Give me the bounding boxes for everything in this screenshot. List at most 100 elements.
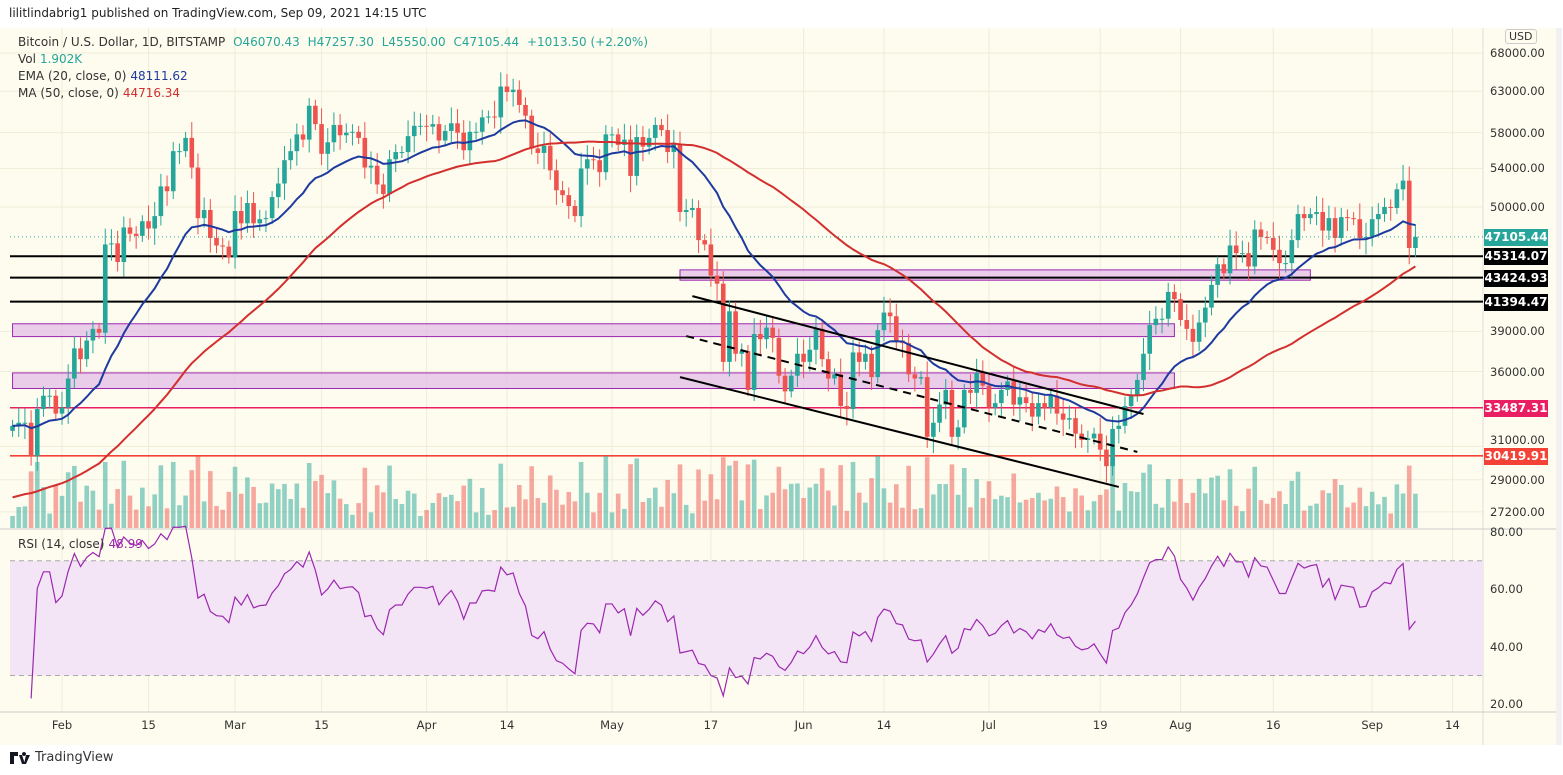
candle-up xyxy=(751,334,757,390)
tradingview-logo[interactable]: TradingView xyxy=(10,750,114,765)
price-tick-label: 31000.00 xyxy=(1490,432,1545,447)
volume-bar xyxy=(1159,507,1165,528)
volume-bar xyxy=(591,512,596,528)
candle-down xyxy=(801,353,806,362)
currency-button[interactable]: USD xyxy=(1505,29,1537,44)
volume-bar xyxy=(65,472,71,528)
candle-up xyxy=(399,152,405,154)
volume-bar xyxy=(282,483,287,528)
candle-down xyxy=(1042,403,1047,408)
candle-up xyxy=(442,130,448,141)
candle-down xyxy=(720,283,726,362)
volume-bar xyxy=(1332,479,1338,528)
trend-line xyxy=(692,295,1144,415)
volume-bar xyxy=(869,478,874,528)
volume-bar xyxy=(628,464,633,528)
volume-bar xyxy=(1252,466,1258,528)
candle-down xyxy=(869,353,874,378)
candle-up xyxy=(1067,418,1072,420)
volume-bar xyxy=(819,468,825,528)
candle-up xyxy=(1135,379,1140,396)
volume-bar xyxy=(1382,496,1387,528)
candle-up xyxy=(343,132,349,136)
support-zone xyxy=(12,323,1175,338)
candle-down xyxy=(560,190,565,196)
volume-bar xyxy=(739,500,745,528)
candle-down xyxy=(319,124,324,154)
change-value: +1013.50 (+2.20%) xyxy=(526,35,649,49)
candle-down xyxy=(1190,328,1196,342)
volume-bar xyxy=(294,483,300,528)
volume-bar xyxy=(300,507,306,528)
volume-bar xyxy=(887,502,893,528)
volume-bar xyxy=(560,504,565,528)
volume-bar xyxy=(690,513,695,528)
candle-up xyxy=(832,374,837,379)
candle-down xyxy=(1320,212,1326,231)
candle-down xyxy=(776,337,782,376)
volume-bar xyxy=(1388,513,1393,528)
volume-bar xyxy=(1079,495,1084,528)
volume-bar xyxy=(1054,486,1060,528)
ema-label: EMA (20, close, 0) xyxy=(18,69,127,83)
volume-bar xyxy=(1190,492,1196,528)
candle-down xyxy=(758,334,763,340)
candle-up xyxy=(1048,395,1054,408)
volume-bar xyxy=(115,489,120,528)
volume-bar xyxy=(751,459,757,528)
candle-down xyxy=(214,237,219,246)
close-value: C47105.44 xyxy=(453,35,520,49)
candle-up xyxy=(350,131,355,133)
candle-down xyxy=(1172,291,1177,300)
level-price-badge: 41394.47 xyxy=(1484,293,1548,311)
candle-up xyxy=(634,137,640,176)
volume-bar xyxy=(881,488,887,528)
candle-up xyxy=(1036,403,1041,417)
last-price-badge: 47105.44 xyxy=(1484,228,1548,246)
rsi-line xyxy=(30,525,1416,699)
candle-up xyxy=(646,137,652,147)
volume-bar xyxy=(1264,503,1270,528)
volume-bar xyxy=(615,493,621,528)
candle-up xyxy=(788,375,794,392)
volume-bar xyxy=(1351,502,1356,528)
candle-up xyxy=(652,124,658,138)
volume-bar xyxy=(343,504,349,528)
candle-up xyxy=(813,328,819,350)
candle-down xyxy=(887,312,893,317)
candle-up xyxy=(999,389,1004,404)
candle-up xyxy=(411,125,417,137)
candle-down xyxy=(1351,218,1356,220)
candle-down xyxy=(702,240,708,245)
volume-bar xyxy=(208,471,213,528)
ma-legend: MA (50, close, 0) 44716.34 xyxy=(18,86,184,100)
candle-down xyxy=(1357,219,1363,238)
volume-bar xyxy=(1406,465,1412,528)
candle-up xyxy=(1085,438,1091,440)
price-tick-label: 54000.00 xyxy=(1490,161,1545,176)
candle-down xyxy=(1246,253,1251,267)
candle-up xyxy=(739,351,745,354)
volume-bar xyxy=(257,503,263,528)
volume-bar xyxy=(34,462,40,528)
volume-bar xyxy=(622,508,627,528)
volume-bar xyxy=(1221,500,1227,528)
volume-bar xyxy=(640,501,646,528)
candle-up xyxy=(1252,229,1258,267)
volume-bar xyxy=(776,466,782,528)
candle-down xyxy=(146,221,151,229)
candle-up xyxy=(683,210,689,213)
price-tick-label: 39000.00 xyxy=(1490,324,1545,339)
candle-up xyxy=(368,165,374,168)
volume-bar xyxy=(405,490,411,528)
volume-bar xyxy=(436,493,442,528)
volume-bar xyxy=(1011,473,1017,528)
candle-up xyxy=(177,151,182,153)
candle-down xyxy=(968,389,973,393)
candle-down xyxy=(708,244,714,276)
candle-down xyxy=(1233,245,1239,254)
volume-bar xyxy=(727,465,732,528)
volume-bar xyxy=(659,506,664,528)
rsi-band xyxy=(10,560,1483,676)
